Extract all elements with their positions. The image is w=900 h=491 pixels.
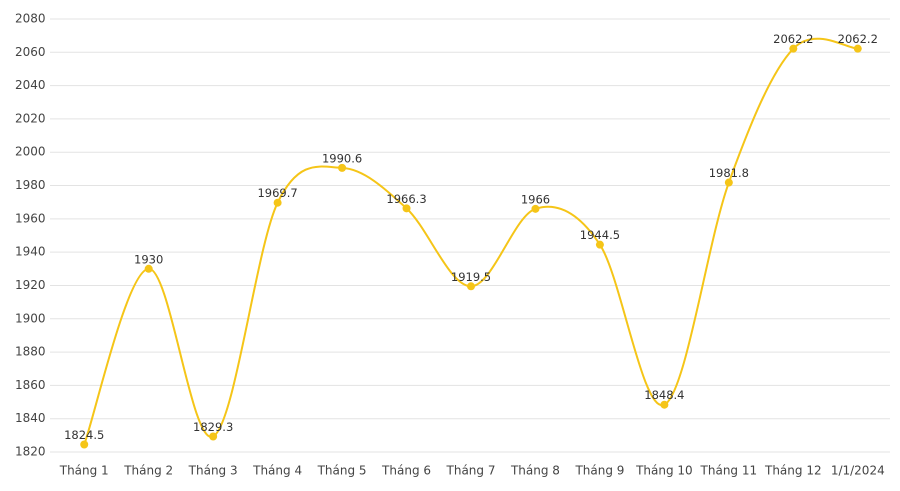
x-tick-label: Tháng 10 [635,464,693,478]
y-tick-label: 2060 [15,45,46,59]
y-tick-label: 1940 [15,245,46,259]
x-tick-label: Tháng 9 [574,464,624,478]
point [273,198,282,207]
x-tick-label: Tháng 6 [381,464,431,478]
y-tick-label: 2040 [15,78,46,92]
point [853,44,862,53]
line [83,37,858,445]
x-tick-label: Tháng 11 [700,464,758,478]
x-tick-label: Tháng 7 [446,464,496,478]
x-tick-label: Tháng 12 [764,464,822,478]
value-label: 1930 [134,252,163,266]
x-tick-label: Tháng 3 [188,464,238,478]
value-label: 2062.2 [773,32,813,46]
y-tick-label: 1980 [15,178,46,192]
point [531,204,540,213]
value-label: 2062.2 [838,32,878,46]
value-label: 1981.8 [709,166,749,180]
point [660,400,669,409]
value-label: 1966 [521,192,550,206]
point [402,204,411,213]
value-label: 1966.3 [386,192,426,206]
y-tick-label: 1840 [15,411,46,425]
y-tick-label: 1900 [15,311,46,325]
x-tick-label: Tháng 4 [252,464,302,478]
x-tick-label: 1/1/2024 [831,464,885,478]
y-tick-label: 1920 [15,278,46,292]
value-label: 1848.4 [644,388,684,402]
y-tick-label: 2020 [15,111,46,125]
point [209,432,218,441]
y-tick-label: 1880 [15,345,46,359]
y-tick-label: 1960 [15,211,46,225]
x-tick-label: Tháng 2 [123,464,173,478]
y-tick-label: 2000 [15,145,46,159]
y-tick-label: 1860 [15,378,46,392]
value-label: 1990.6 [322,151,362,165]
y-tick-label: 2080 [15,12,46,26]
point [724,178,733,187]
value-label: 1824.5 [64,428,104,442]
point [80,440,89,449]
value-label: 1919.5 [451,270,491,284]
x-tick-label: Tháng 1 [59,464,109,478]
value-label: 1969.7 [257,186,297,200]
value-label: 1944.5 [580,228,620,242]
value-label: 1829.3 [193,420,233,434]
point [338,163,347,172]
y-tick-label: 1820 [15,445,46,459]
point [467,282,475,291]
x-tick-label: Tháng 8 [510,464,560,478]
x-tick-label: Tháng 5 [317,464,367,478]
point [144,264,153,273]
point [789,44,798,53]
point [595,240,604,249]
